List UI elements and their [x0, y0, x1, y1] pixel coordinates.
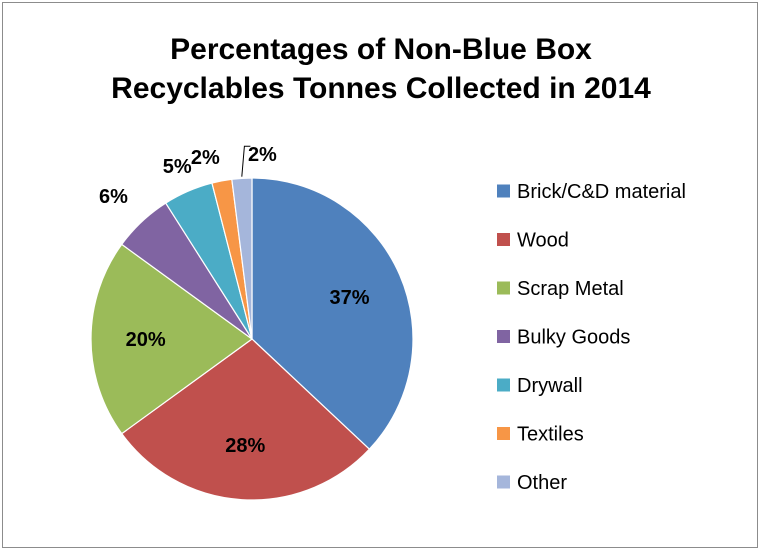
legend-swatch-wood — [497, 233, 510, 246]
legend-label-wood: Wood — [517, 230, 569, 252]
data-label-other: 2% — [248, 144, 277, 166]
legend-item-drywall: Drywall — [497, 375, 583, 397]
legend-swatch-bulky-goods — [497, 330, 510, 343]
legend-swatch-brick-c-d-material — [497, 184, 510, 198]
pie-slice-other — [231, 177, 253, 340]
chart-title-line-2: Recyclables Tonnes Collected in 2014 — [111, 72, 651, 105]
data-label-drywall: 5% — [163, 156, 192, 178]
legend-label-scrap-metal: Scrap Metal — [517, 278, 624, 300]
legend-item-brick-c-d-material: Brick/C&D material — [497, 181, 686, 203]
legend-label-brick-c-d-material: Brick/C&D material — [517, 181, 686, 203]
chart-title: Percentages of Non-Blue Box Recyclables … — [0, 30, 762, 108]
legend-label-drywall: Drywall — [517, 375, 583, 397]
legend-label-other: Other — [517, 472, 567, 494]
legend-item-wood: Wood — [497, 230, 569, 252]
data-label-scrap-metal: 20% — [126, 329, 166, 351]
legend-item-textiles: Textiles — [497, 424, 584, 446]
legend-label-bulky-goods: Bulky Goods — [517, 327, 630, 349]
pie-slice-wood — [120, 338, 371, 501]
legend-label-textiles: Textiles — [517, 424, 584, 446]
data-label-brick-c-d-material: 37% — [329, 287, 369, 309]
legend-item-other: Other — [497, 472, 567, 494]
legend-swatch-drywall — [497, 378, 510, 392]
data-label-bulky-goods: 6% — [99, 186, 128, 208]
legend-swatch-scrap-metal — [497, 281, 510, 295]
legend-swatch-other — [497, 475, 510, 489]
pie-slice-brick-c-d-material — [251, 177, 414, 451]
data-label-wood: 28% — [225, 435, 265, 457]
data-label-textiles: 2% — [191, 147, 220, 169]
legend-swatch-textiles — [497, 427, 510, 440]
legend-item-scrap-metal: Scrap Metal — [497, 278, 624, 300]
chart-title-line-1: Percentages of Non-Blue Box — [170, 33, 592, 66]
legend-item-bulky-goods: Bulky Goods — [497, 327, 630, 349]
leader-line-other — [241, 145, 251, 177]
pie-slice-scrap-metal — [90, 243, 254, 435]
